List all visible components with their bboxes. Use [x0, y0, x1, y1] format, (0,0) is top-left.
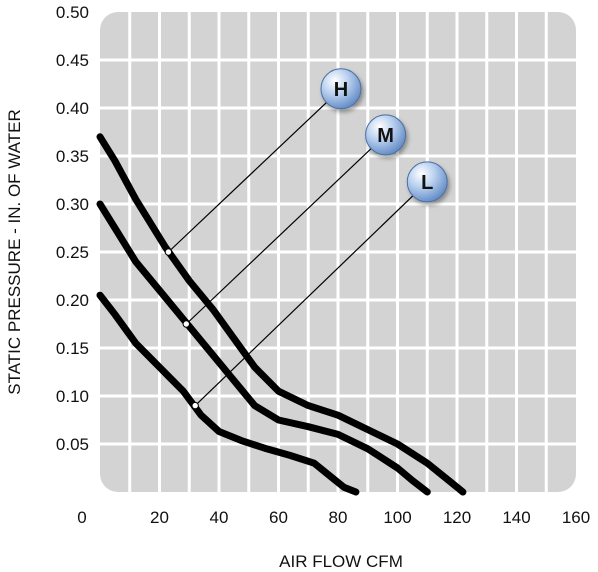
leader-dot-m — [182, 320, 190, 328]
series-badge-m: M — [365, 114, 407, 156]
grid — [100, 12, 576, 492]
y-tick-label: 0.40 — [56, 99, 89, 118]
leader-dot-h — [164, 248, 173, 256]
badge-circle — [406, 161, 448, 203]
y-tick-label: 0.10 — [56, 387, 89, 406]
curves — [96, 133, 467, 496]
y-tick-label: 0.25 — [56, 243, 89, 262]
leader-lines — [164, 88, 428, 410]
leader-dot-l — [191, 401, 199, 410]
y-axis-title: STATIC PRESSURE - IN. OF WATER — [5, 109, 24, 395]
series-label-l: L — [421, 172, 433, 194]
series-badge-h: H — [320, 68, 362, 110]
badge-circle — [365, 114, 407, 156]
series-curve-l — [96, 291, 360, 496]
series-badges: H M L — [320, 68, 448, 203]
series-curve-m — [96, 200, 431, 496]
y-tick-labels: 0.05 0.10 0.15 0.20 0.25 0.30 0.35 0.40 0.45 0.50 — [56, 3, 89, 454]
series-badge-l: L — [406, 161, 448, 203]
x-tick-label: 80 — [329, 508, 348, 527]
y-tick-label: 0.15 — [56, 339, 89, 358]
leader-line-h — [168, 88, 342, 253]
y-tick-label: 0.05 — [56, 435, 89, 454]
series-label-h: H — [334, 79, 348, 101]
x-tick-label: 60 — [269, 508, 288, 527]
x-tick-label: 140 — [502, 508, 530, 527]
x-tick-label: 20 — [150, 508, 169, 527]
y-tick-label: 0.50 — [56, 3, 89, 22]
x-tick-label: 120 — [443, 508, 471, 527]
series-label-m: M — [377, 125, 394, 147]
leader-line-m — [185, 134, 387, 325]
x-axis-title: AIR FLOW CFM — [279, 552, 403, 571]
x-tick-label: 40 — [210, 508, 229, 527]
y-tick-label: 0.30 — [56, 195, 89, 214]
y-tick-label: 0.45 — [56, 51, 89, 70]
badge-circle — [320, 68, 362, 110]
x-tick-label: 0 — [77, 508, 86, 527]
x-tick-labels: 0 20 40 60 80 100 120 140 160 — [77, 508, 590, 527]
x-tick-label: 100 — [383, 508, 411, 527]
leader-line-l — [194, 181, 428, 407]
x-tick-label: 160 — [562, 508, 590, 527]
series-curve-h — [96, 133, 467, 496]
y-tick-label: 0.35 — [56, 147, 89, 166]
y-tick-label: 0.20 — [56, 291, 89, 310]
